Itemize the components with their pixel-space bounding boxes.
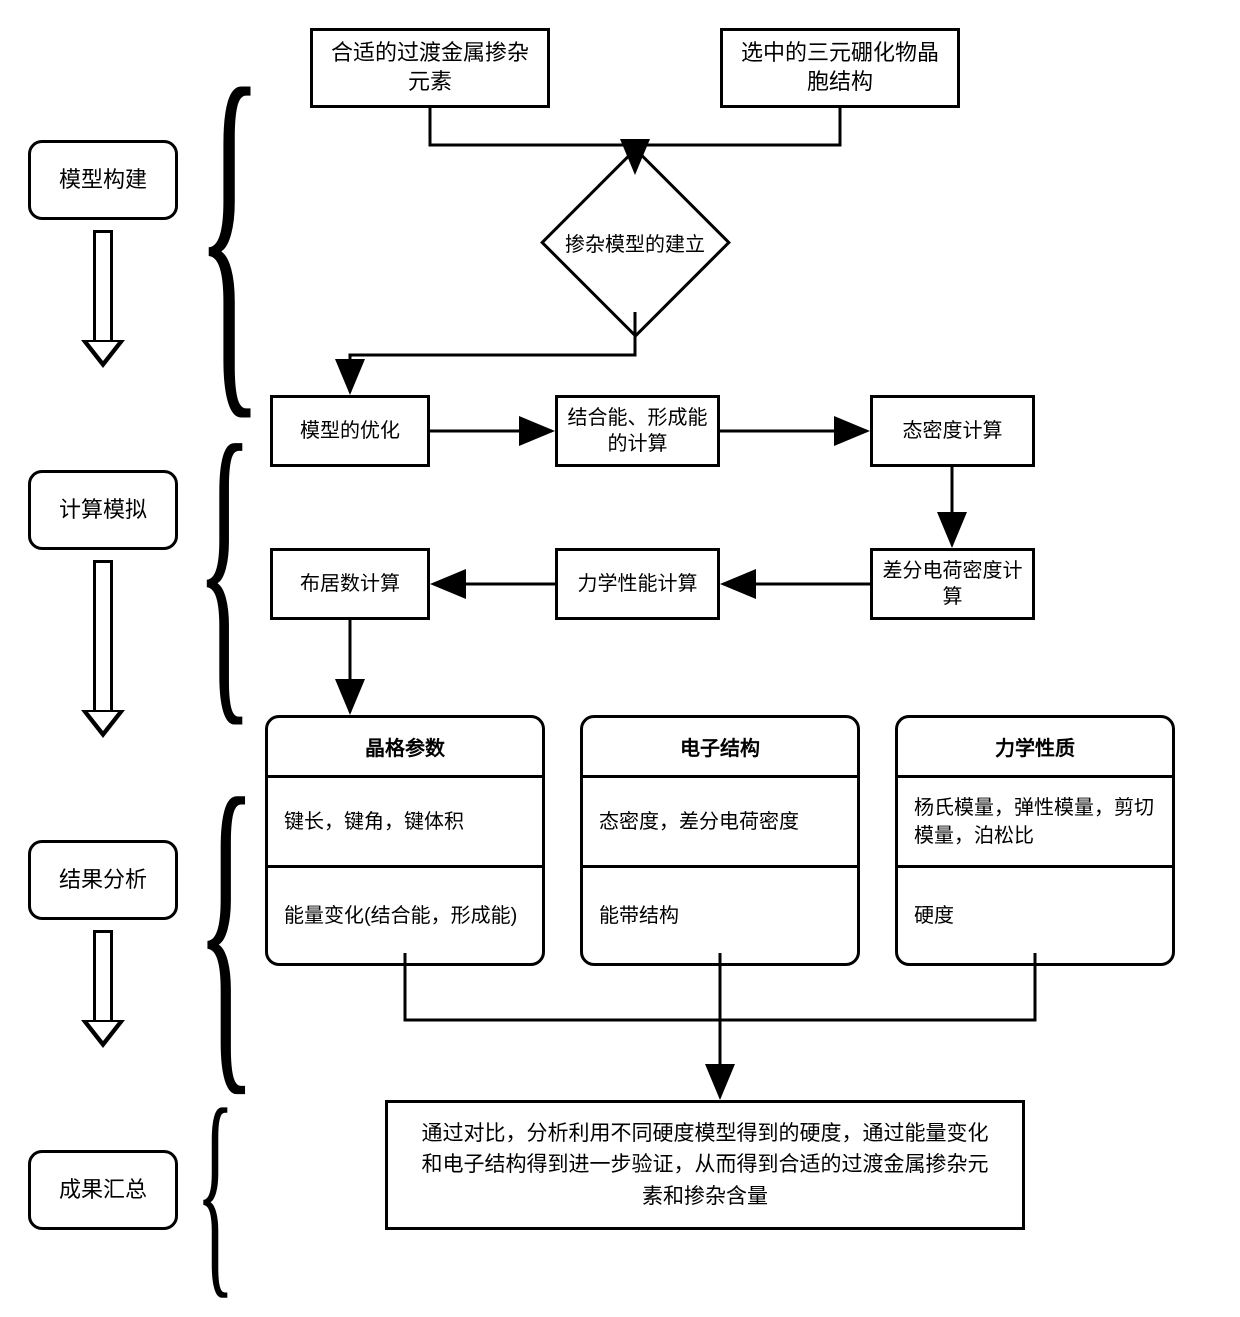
table-lattice-header: 晶格参数	[268, 718, 542, 778]
stage-analysis: 结果分析	[28, 840, 178, 920]
table-lattice-r1: 键长，键角，键体积	[268, 778, 542, 868]
box-model-opt: 模型的优化	[270, 395, 430, 467]
table-lattice-r2: 能量变化(结合能，形成能)	[268, 868, 542, 963]
stage-arrow-1	[81, 230, 125, 368]
box-charge-density: 差分电荷密度计算	[870, 548, 1035, 620]
box-crystal-structure: 选中的三元硼化物晶胞结构	[720, 28, 960, 108]
stage-summary: 成果汇总	[28, 1150, 178, 1230]
diamond-doping-model-text: 掺杂模型的建立	[540, 215, 730, 270]
box-mechanical: 力学性能计算	[555, 548, 720, 620]
table-electronic-r1: 态密度，差分电荷密度	[583, 778, 857, 868]
box-dos: 态密度计算	[870, 395, 1035, 467]
box-population: 布居数计算	[270, 548, 430, 620]
stage-arrow-2	[81, 560, 125, 738]
table-electronic: 电子结构 态密度，差分电荷密度 能带结构	[580, 715, 860, 966]
table-electronic-header: 电子结构	[583, 718, 857, 778]
box-summary: 通过对比，分析利用不同硬度模型得到的硬度，通过能量变化和电子结构得到进一步验证，…	[385, 1100, 1025, 1230]
stage-simulation: 计算模拟	[28, 470, 178, 550]
stage-arrow-3	[81, 930, 125, 1048]
brace-3: {	[196, 745, 256, 1105]
brace-4: {	[196, 1075, 235, 1305]
brace-1: {	[196, 30, 263, 430]
table-electronic-r2: 能带结构	[583, 868, 857, 963]
box-doping-element: 合适的过渡金属掺杂元素	[310, 28, 550, 108]
table-mechanical-r2: 硬度	[898, 868, 1172, 963]
stage-model-build: 模型构建	[28, 140, 178, 220]
table-mechanical-header: 力学性质	[898, 718, 1172, 778]
table-lattice: 晶格参数 键长，键角，键体积 能量变化(结合能，形成能)	[265, 715, 545, 966]
table-mechanical-r1: 杨氏模量，弹性模量，剪切模量，泊松比	[898, 778, 1172, 868]
table-mechanical: 力学性质 杨氏模量，弹性模量，剪切模量，泊松比 硬度	[895, 715, 1175, 966]
box-binding-energy: 结合能、形成能的计算	[555, 395, 720, 467]
brace-2: {	[196, 395, 253, 735]
